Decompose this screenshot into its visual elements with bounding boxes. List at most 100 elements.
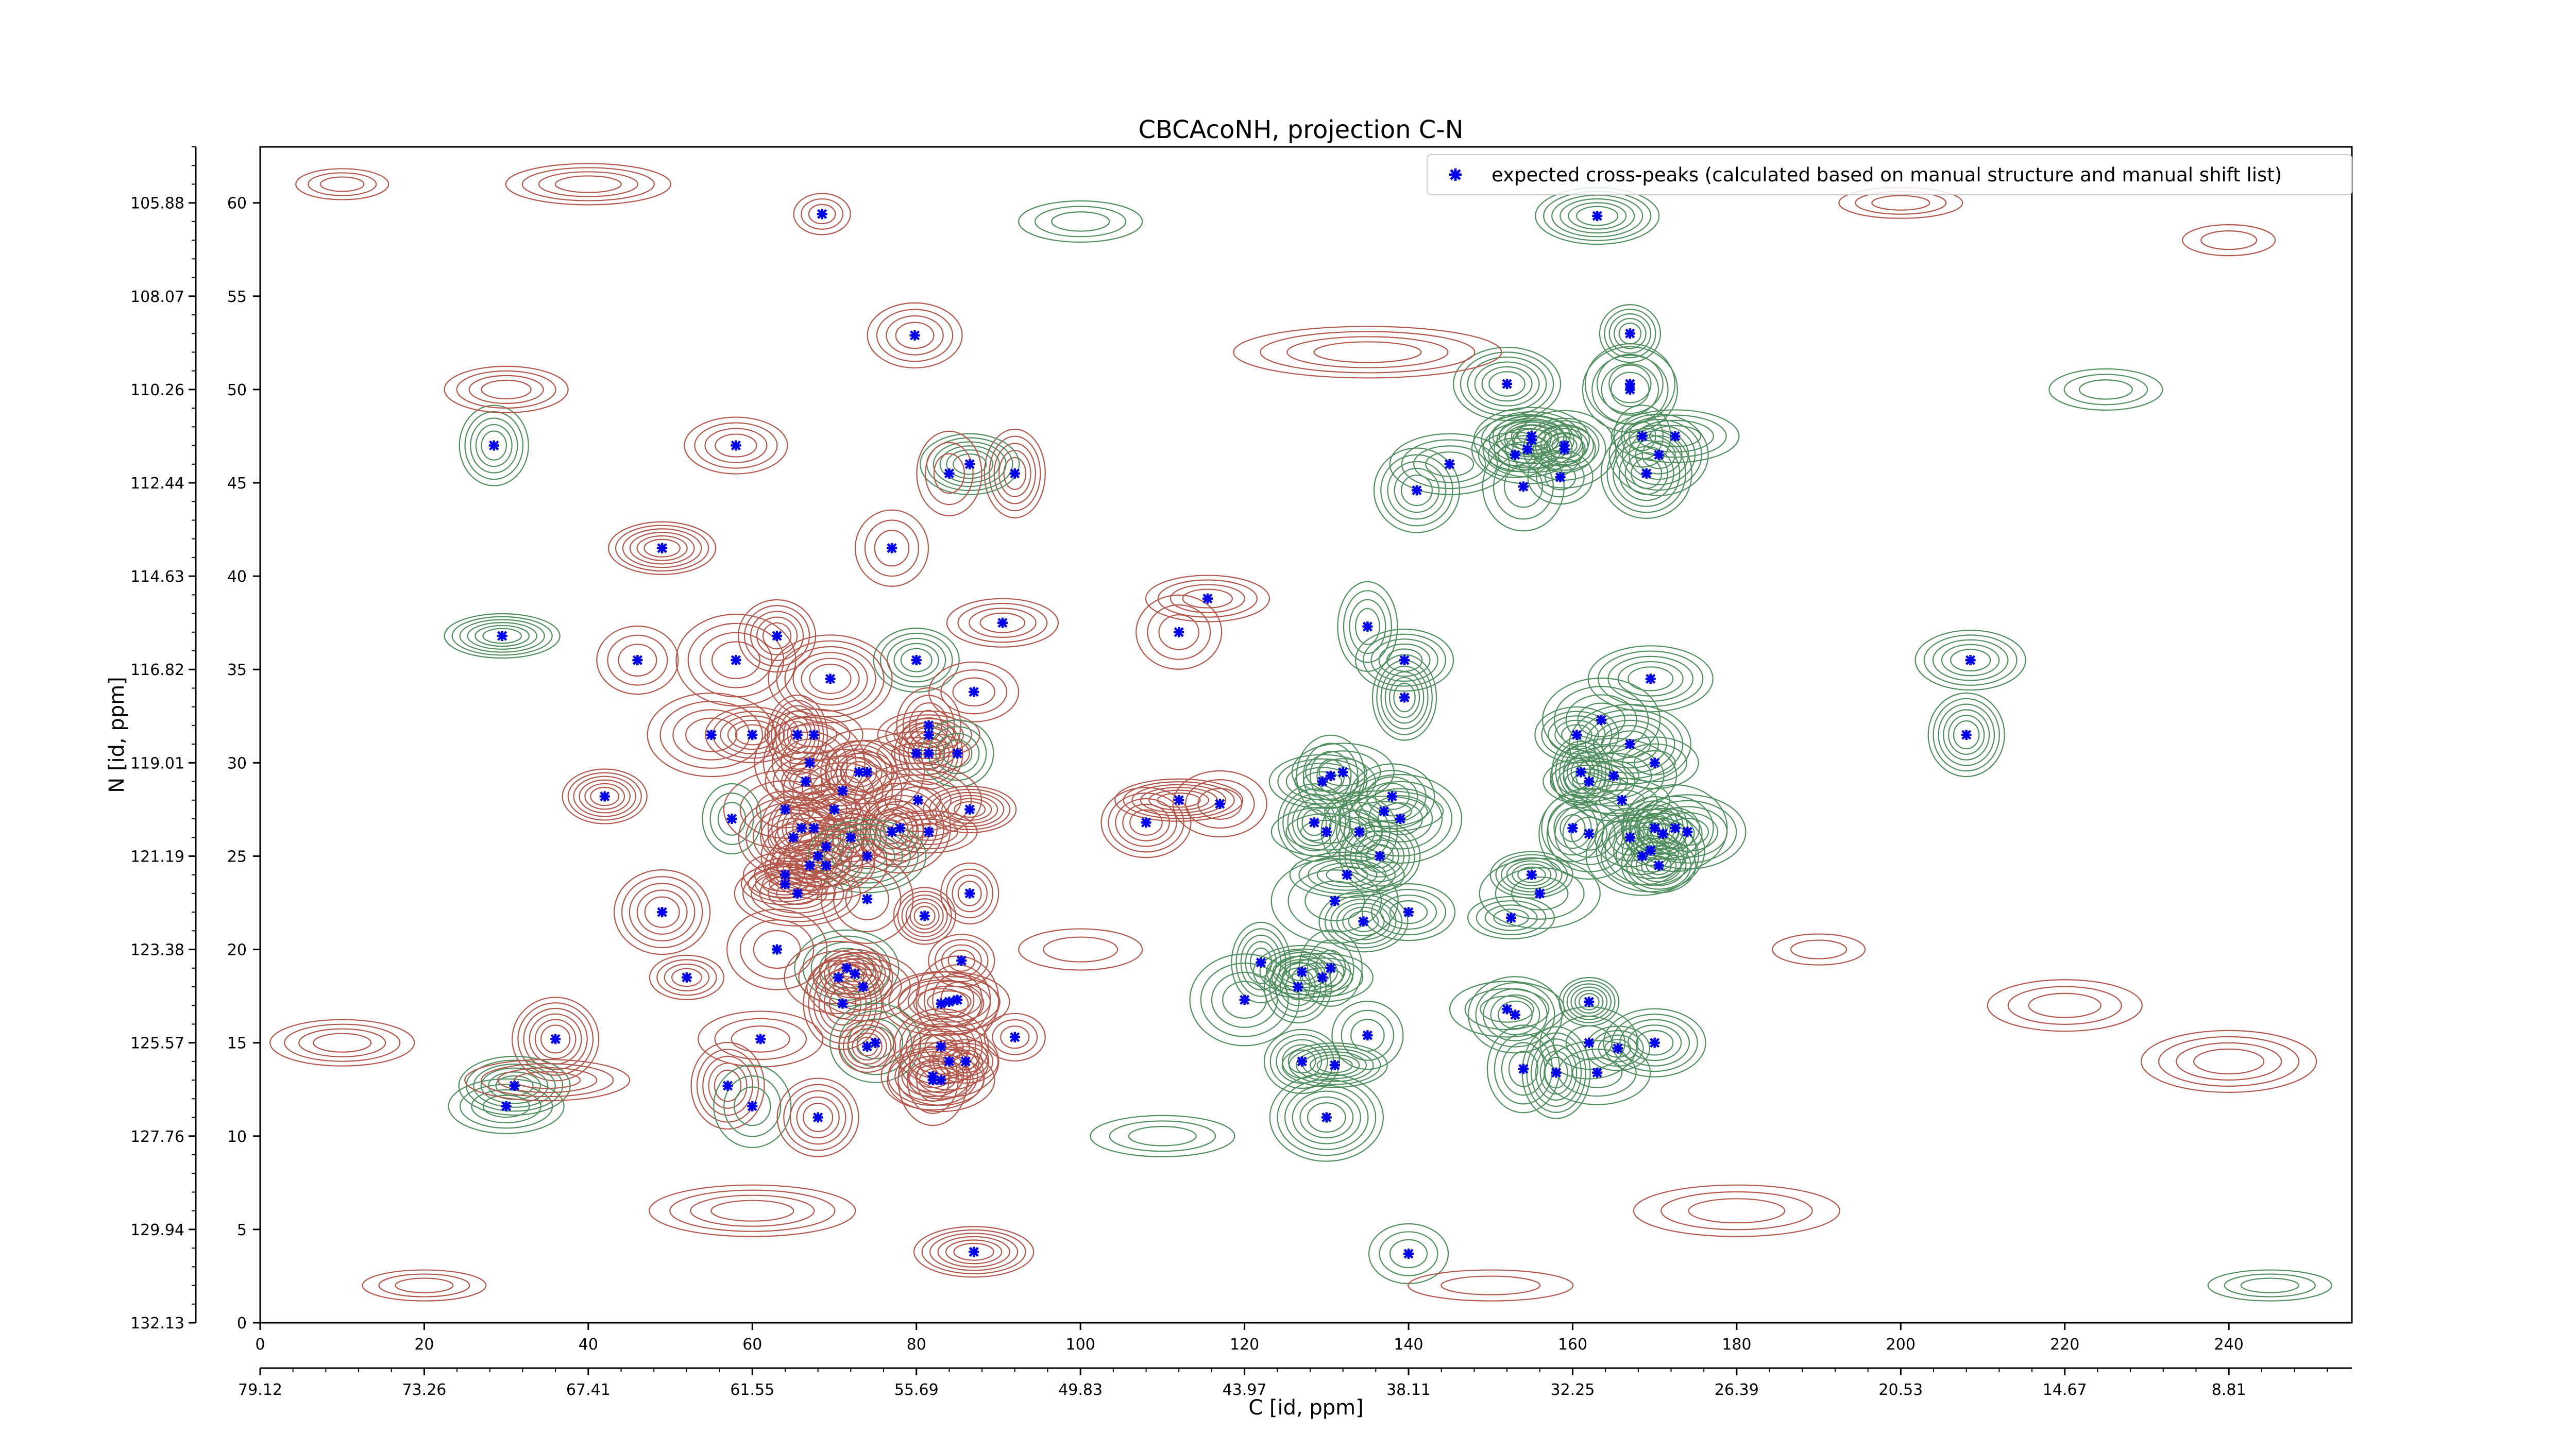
positive-contour — [856, 1036, 878, 1057]
y-tick-label: 20 — [227, 941, 247, 959]
negative-contour — [1914, 630, 2026, 691]
negative-contour — [1297, 804, 1332, 841]
negative-contour — [1553, 686, 1649, 754]
positive-contour — [615, 525, 709, 572]
positive-contour — [909, 1032, 990, 1091]
positive-contour — [644, 896, 680, 928]
negative-contour — [839, 838, 895, 874]
negative-contour — [1484, 904, 1538, 931]
negative-contour — [1635, 435, 1683, 475]
positive-contour — [708, 1063, 748, 1109]
peak-marker — [747, 730, 758, 740]
peak-marker — [1657, 828, 1668, 839]
positive-contour — [946, 598, 1059, 648]
peak-marker — [837, 785, 848, 796]
positive-contour — [608, 521, 717, 575]
negative-contour — [1535, 1044, 1578, 1101]
negative-contour — [1607, 655, 1694, 702]
background-contour — [649, 1184, 856, 1237]
peak-marker — [1510, 1009, 1520, 1020]
positive-contour — [756, 790, 815, 829]
negative-contour — [1572, 772, 1606, 791]
negative-contour — [1480, 996, 1534, 1023]
negative-contour — [1933, 698, 2000, 772]
positive-contour — [776, 640, 885, 718]
y-tick-label: 55 — [227, 288, 247, 306]
background-contour — [2182, 224, 2276, 257]
positive-contour — [739, 919, 815, 980]
negative-contour — [1304, 881, 1365, 921]
x-tick-label: 80 — [907, 1336, 926, 1354]
y-ppm-tick-label: 119.01 — [130, 754, 184, 772]
negative-contour — [1638, 800, 1737, 864]
peak-marker — [509, 1080, 520, 1091]
positive-contour — [715, 433, 757, 458]
y-tick-label: 30 — [227, 754, 247, 772]
positive-contour — [905, 898, 944, 934]
peak-marker — [772, 944, 783, 955]
positive-contour — [928, 661, 1020, 722]
negative-contour — [1631, 813, 1695, 855]
peak-marker — [755, 1034, 766, 1044]
peak-marker — [1399, 692, 1410, 703]
negative-contour — [1310, 1054, 1360, 1076]
positive-contour — [776, 1077, 859, 1157]
background-contour — [1987, 979, 2143, 1032]
peak-marker — [1009, 1032, 1020, 1042]
negative-contour — [1531, 1038, 1582, 1107]
negative-contour — [1401, 439, 1498, 490]
peak-marker — [1239, 995, 1250, 1005]
negative-contour — [1629, 794, 1747, 870]
peak-marker — [923, 827, 934, 837]
background-contour — [521, 167, 655, 201]
positive-contour — [636, 889, 688, 935]
positive-contour — [915, 1065, 951, 1088]
peak-marker — [841, 963, 852, 973]
peak-marker — [772, 631, 783, 642]
negative-contour — [1482, 442, 1565, 532]
positive-contour — [901, 1055, 964, 1097]
peak-marker — [1387, 791, 1398, 802]
negative-contour — [1330, 898, 1397, 945]
negative-contour — [480, 1067, 549, 1104]
negative-contour — [1593, 719, 1667, 769]
peak-marker — [1358, 916, 1369, 927]
y-ppm-tick-label: 132.13 — [130, 1315, 184, 1333]
negative-contour — [1544, 1040, 1651, 1105]
negative-contour — [946, 449, 994, 479]
peak-marker — [657, 543, 668, 553]
peak-marker — [1403, 1248, 1414, 1259]
negative-contour — [1628, 1024, 1682, 1062]
legend-marker-icon — [1449, 169, 1462, 181]
positive-contour — [764, 708, 863, 762]
positive-contour — [607, 634, 668, 686]
negative-contour — [1393, 682, 1416, 713]
positive-contour — [1123, 781, 1235, 819]
x-tick-label: 60 — [742, 1336, 762, 1354]
negative-contour — [1355, 801, 1413, 822]
background-contour — [298, 1028, 386, 1057]
positive-contour — [649, 954, 725, 1000]
positive-contour — [952, 677, 995, 706]
negative-contour — [1533, 425, 1596, 473]
peak-marker — [1649, 757, 1660, 768]
negative-contour — [1628, 666, 1674, 692]
background-contour — [1109, 1120, 1216, 1152]
peak-marker — [1584, 828, 1595, 839]
negative-contour — [1298, 855, 1396, 895]
positive-contour — [579, 779, 631, 814]
peak-marker — [1555, 472, 1566, 483]
negative-contour — [1641, 441, 1676, 469]
positive-contour — [1157, 579, 1258, 618]
negative-contour — [1562, 980, 1616, 1023]
peak-marker — [1502, 379, 1513, 390]
negative-contour — [1270, 858, 1399, 944]
negative-contour — [1348, 911, 1379, 932]
peak-marker — [833, 972, 844, 983]
negative-contour — [1413, 445, 1486, 483]
negative-contour — [1615, 837, 1669, 875]
positive-contour — [714, 1018, 807, 1060]
background-contour — [362, 1269, 487, 1302]
y-tick-label: 0 — [237, 1315, 247, 1333]
positive-contour — [832, 822, 870, 853]
